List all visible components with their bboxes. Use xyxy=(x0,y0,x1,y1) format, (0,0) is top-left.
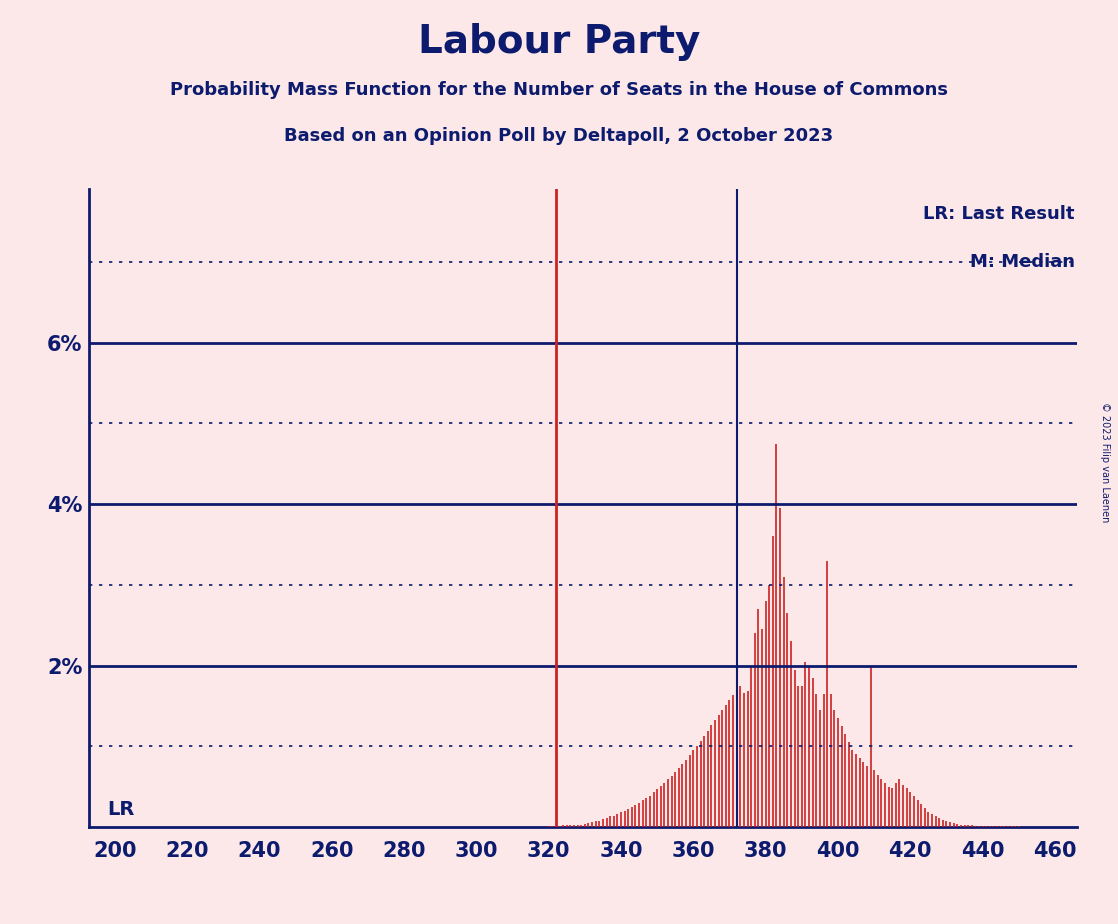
Text: Labour Party: Labour Party xyxy=(418,23,700,61)
Text: © 2023 Filip van Laenen: © 2023 Filip van Laenen xyxy=(1100,402,1109,522)
Text: LR: LR xyxy=(107,800,135,819)
Text: LR: Last Result: LR: Last Result xyxy=(923,205,1074,224)
Text: M: Median: M: Median xyxy=(969,253,1074,271)
Text: Based on an Opinion Poll by Deltapoll, 2 October 2023: Based on an Opinion Poll by Deltapoll, 2… xyxy=(284,127,834,144)
Text: Probability Mass Function for the Number of Seats in the House of Commons: Probability Mass Function for the Number… xyxy=(170,81,948,99)
